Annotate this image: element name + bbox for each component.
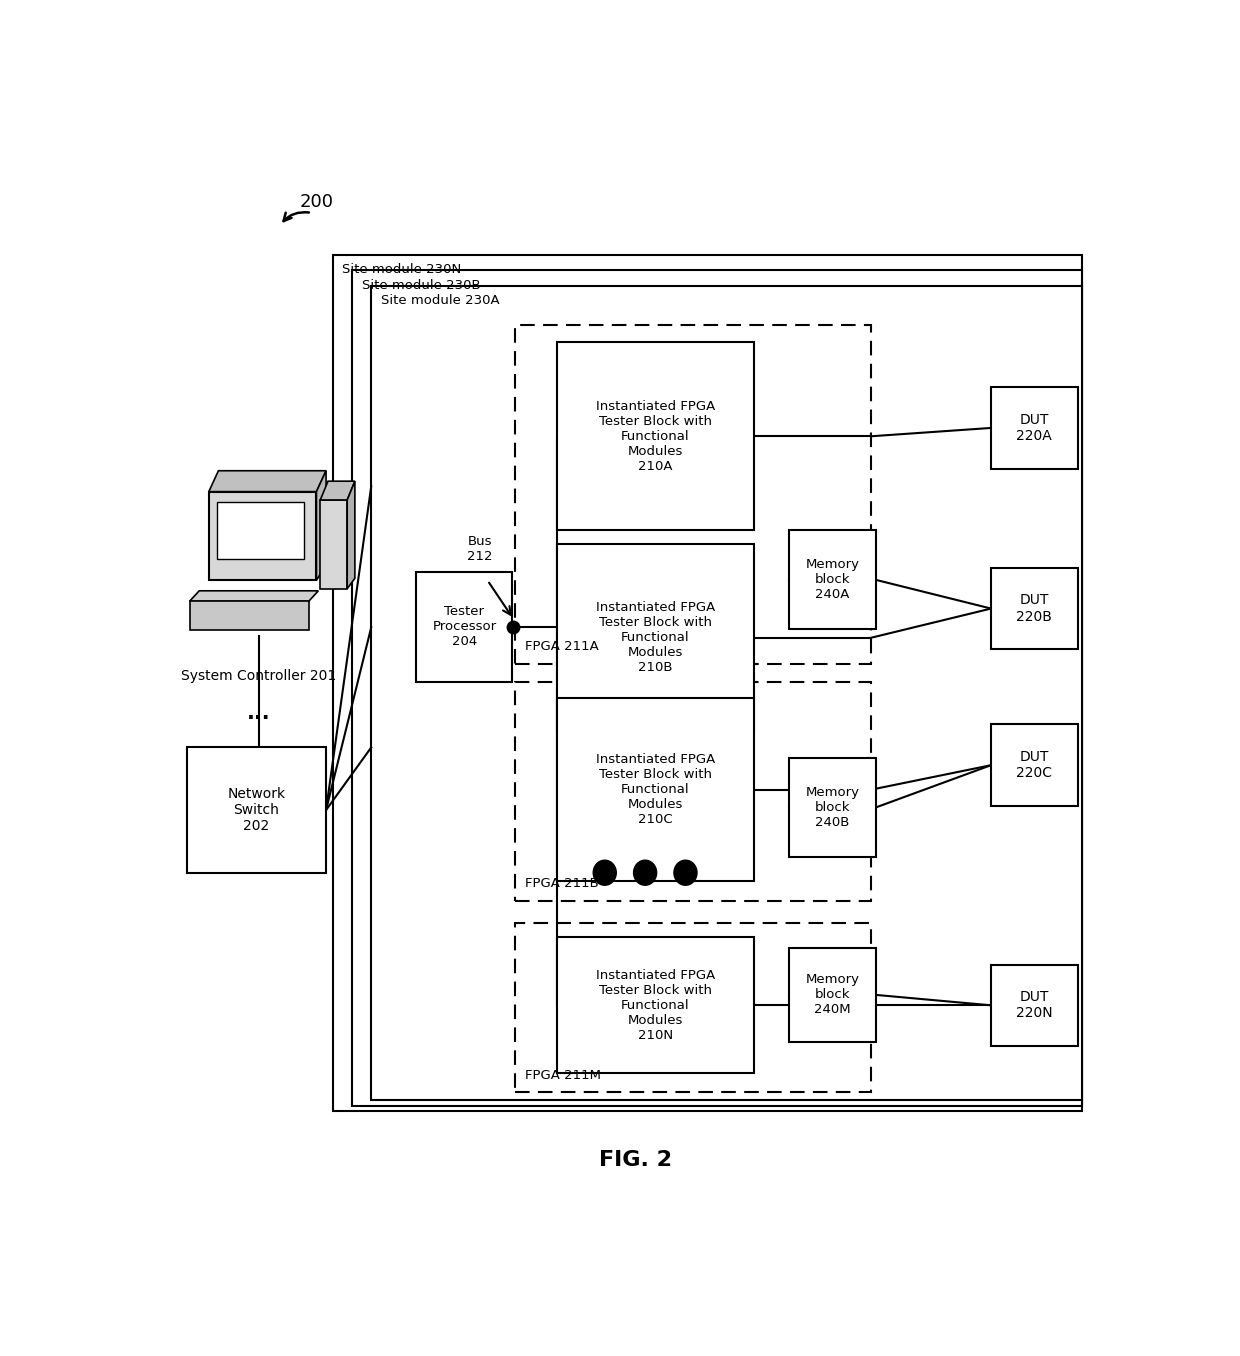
Bar <box>557 937 754 1073</box>
Bar <box>371 286 1083 1100</box>
Text: DUT
220N: DUT 220N <box>1016 990 1053 1021</box>
Circle shape <box>593 860 616 885</box>
Bar <box>417 572 512 682</box>
Text: Instantiated FPGA
Tester Block with
Functional
Modules
210C: Instantiated FPGA Tester Block with Func… <box>595 753 714 826</box>
Bar <box>332 255 1083 1111</box>
Polygon shape <box>190 591 319 601</box>
Text: Site module 230N: Site module 230N <box>342 263 461 277</box>
Text: DUT
220A: DUT 220A <box>1017 412 1053 443</box>
Text: DUT
220B: DUT 220B <box>1017 594 1053 624</box>
Circle shape <box>675 860 697 885</box>
Bar <box>187 747 326 873</box>
Bar <box>557 698 754 881</box>
Polygon shape <box>217 502 304 560</box>
Bar <box>991 964 1078 1045</box>
Text: FPGA 211B: FPGA 211B <box>525 877 599 891</box>
Polygon shape <box>190 601 309 631</box>
Circle shape <box>634 860 657 885</box>
Text: ...: ... <box>247 702 270 723</box>
Polygon shape <box>208 492 316 580</box>
Bar <box>789 948 875 1041</box>
Text: Instantiated FPGA
Tester Block with
Functional
Modules
210B: Instantiated FPGA Tester Block with Func… <box>595 601 714 674</box>
Bar <box>991 724 1078 805</box>
Bar <box>789 758 875 857</box>
Polygon shape <box>320 500 347 589</box>
Bar <box>789 530 875 629</box>
Text: Network
Switch
202: Network Switch 202 <box>227 786 285 834</box>
Text: Site module 230B: Site module 230B <box>362 278 480 292</box>
Text: FPGA 211M: FPGA 211M <box>525 1069 601 1082</box>
Text: 200: 200 <box>299 194 334 212</box>
Text: FIG. 2: FIG. 2 <box>599 1150 672 1170</box>
Text: DUT
220C: DUT 220C <box>1017 750 1053 780</box>
Text: Site module 230A: Site module 230A <box>381 294 500 308</box>
Polygon shape <box>208 471 326 492</box>
Text: Instantiated FPGA
Tester Block with
Functional
Modules
210A: Instantiated FPGA Tester Block with Func… <box>595 400 714 473</box>
Bar <box>991 388 1078 469</box>
Text: Bus
212: Bus 212 <box>467 536 492 563</box>
Bar <box>516 324 870 664</box>
Text: Memory
block
240B: Memory block 240B <box>806 786 859 829</box>
Text: System Controller 201: System Controller 201 <box>181 669 336 683</box>
Bar <box>516 923 870 1092</box>
Polygon shape <box>347 481 355 589</box>
Text: FPGA 211A: FPGA 211A <box>525 640 599 654</box>
Bar <box>557 544 754 732</box>
Bar <box>991 568 1078 650</box>
Text: Tester
Processor
204: Tester Processor 204 <box>433 605 496 648</box>
Text: Memory
block
240A: Memory block 240A <box>806 559 859 601</box>
Bar <box>516 682 870 900</box>
Bar <box>352 270 1083 1105</box>
Polygon shape <box>320 481 355 500</box>
Text: Memory
block
240M: Memory block 240M <box>806 974 859 1017</box>
Text: Instantiated FPGA
Tester Block with
Functional
Modules
210N: Instantiated FPGA Tester Block with Func… <box>595 968 714 1041</box>
Polygon shape <box>316 471 326 580</box>
Bar <box>557 342 754 530</box>
